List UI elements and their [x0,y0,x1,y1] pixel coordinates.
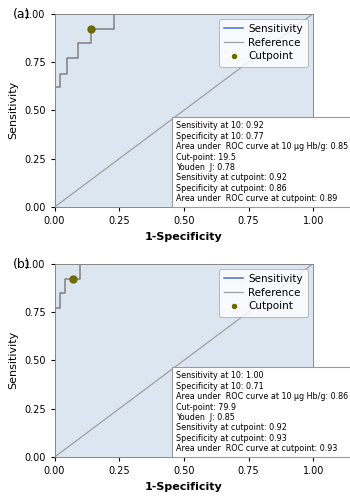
X-axis label: 1-Specificity: 1-Specificity [145,232,223,241]
Text: (b): (b) [13,258,31,271]
Text: Sensitivity at 10: 1.00
Specificity at 10: 0.71
Area under  ROC curve at 10 μg H: Sensitivity at 10: 1.00 Specificity at 1… [176,372,348,453]
Legend: Sensitivity, Reference, Cutpoint: Sensitivity, Reference, Cutpoint [219,269,308,316]
Text: Sensitivity at 10: 0.92
Specificity at 10: 0.77
Area under  ROC curve at 10 μg H: Sensitivity at 10: 0.92 Specificity at 1… [176,122,348,203]
X-axis label: 1-Specificity: 1-Specificity [145,482,223,492]
Text: (a): (a) [13,8,31,21]
Y-axis label: Sensitivity: Sensitivity [8,331,18,390]
Y-axis label: Sensitivity: Sensitivity [8,81,18,140]
Legend: Sensitivity, Reference, Cutpoint: Sensitivity, Reference, Cutpoint [219,19,308,66]
